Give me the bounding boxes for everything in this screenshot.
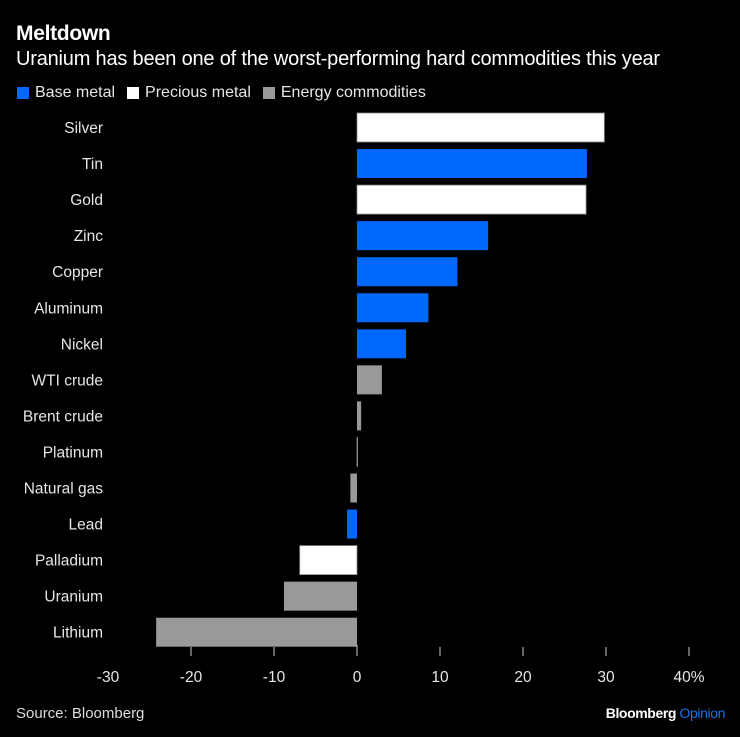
bar-palladium: [299, 545, 358, 575]
legend-label-base-metal: Base metal: [35, 84, 116, 101]
bar-natural-gas: [350, 473, 357, 503]
source-note: Source: Bloomberg: [16, 705, 145, 722]
x-tick-label: 20: [514, 669, 532, 686]
x-tick-label: -30: [97, 669, 120, 686]
bar-brent-crude: [357, 401, 362, 431]
bar-platinum: [356, 437, 359, 467]
bar-lithium: [156, 617, 357, 647]
category-label-lithium: Lithium: [53, 625, 103, 642]
legend: Base metal Precious metal Energy commodi…: [17, 84, 438, 102]
category-label-tin: Tin: [82, 156, 103, 173]
x-tick-label: -10: [263, 669, 286, 686]
bar-nickel: [357, 329, 406, 359]
category-label-gold: Gold: [70, 192, 103, 209]
bar-lead: [347, 509, 357, 539]
category-label-zinc: Zinc: [74, 228, 104, 245]
category-label-aluminum: Aluminum: [34, 300, 103, 317]
x-axis: -30 -20 -10 0 10 20 30 40%: [97, 645, 705, 686]
x-tick-label: -20: [180, 669, 203, 686]
chart-title: Meltdown: [16, 22, 111, 45]
category-label-brent-crude: Brent crude: [23, 408, 103, 425]
legend-item-energy-commodities: Energy commodities: [262, 84, 426, 102]
x-tick-label: 40%: [673, 669, 704, 686]
category-label-palladium: Palladium: [35, 553, 103, 570]
category-label-nickel: Nickel: [61, 336, 103, 353]
category-label-platinum: Platinum: [43, 444, 103, 461]
category-label-natural-gas: Natural gas: [24, 481, 104, 498]
category-label-wti-crude: WTI crude: [32, 372, 103, 389]
brand-name: Bloomberg: [605, 705, 677, 721]
brand-logo: Bloomberg Opinion: [605, 705, 726, 721]
legend-item-precious-metal: Precious metal: [127, 84, 251, 102]
brand-opinion: Opinion: [679, 705, 726, 721]
bar-copper: [357, 257, 458, 287]
bar-aluminum: [357, 293, 429, 323]
legend-item-base-metal: Base metal: [17, 84, 115, 102]
bar-wti-crude: [357, 365, 382, 395]
legend-swatch-energy-commodities: [262, 87, 275, 99]
chart-subtitle: Uranium has been one of the worst-perfor…: [16, 48, 660, 70]
legend-label-precious-metal: Precious metal: [145, 84, 251, 101]
bar-tin: [357, 149, 587, 179]
bar-zinc: [357, 221, 489, 251]
x-tick-label: 0: [353, 669, 362, 686]
bar-silver: [356, 112, 605, 143]
category-labels: Silver Tin Gold Zinc Copper Aluminum Nickel WTI…: [23, 120, 103, 642]
bars-layer: [156, 112, 605, 647]
bar-uranium: [283, 581, 357, 611]
category-label-copper: Copper: [52, 264, 103, 281]
legend-swatch-base-metal: [17, 87, 29, 99]
legend-label-energy-commodities: Energy commodities: [280, 84, 426, 101]
x-tick-label: 10: [431, 669, 449, 686]
x-tick-label: 30: [597, 669, 615, 686]
category-label-silver: Silver: [64, 120, 103, 137]
category-label-uranium: Uranium: [44, 589, 103, 606]
bar-gold: [356, 184, 587, 215]
category-label-lead: Lead: [69, 517, 103, 534]
legend-swatch-precious-metal: [127, 87, 140, 99]
